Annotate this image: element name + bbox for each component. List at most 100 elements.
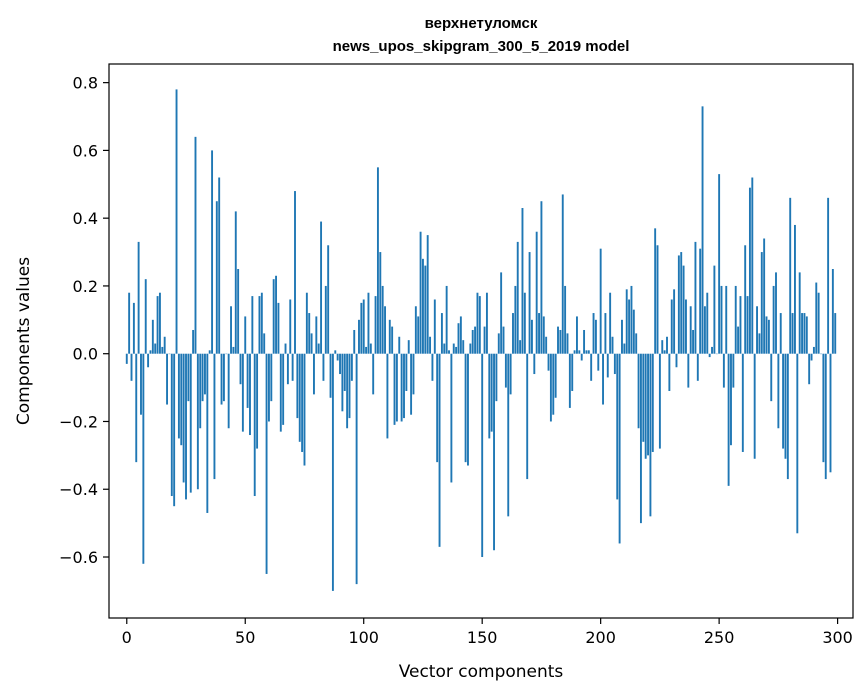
plot-frame [108,63,854,619]
bar-95 [350,353,353,381]
bar-161 [507,353,510,517]
bar-63 [275,275,277,354]
bar-209 [621,319,623,354]
y-tick-label: −0.6 [59,548,98,567]
bar-240 [694,241,697,354]
bar-251 [720,285,723,354]
bar-190 [576,316,578,354]
bar-281 [791,313,794,354]
bar-128 [429,336,432,354]
bar-153 [488,353,491,439]
bar-195 [587,350,590,354]
bar-264 [751,177,754,354]
bar-211 [625,289,628,354]
bar-26 [187,353,190,402]
bar-246 [708,353,711,358]
bar-141 [459,316,462,354]
x-tick-label: 250 [704,628,735,647]
bar-274 [775,272,777,354]
bar-34 [206,353,209,513]
chart-title: верхнетуломск [425,15,538,32]
bar-178 [547,353,550,371]
bar-176 [542,316,545,354]
bar-255 [730,353,732,446]
bar-52 [249,353,251,436]
bar-59 [265,353,268,574]
bar-266 [756,306,758,354]
bar-248 [713,265,716,354]
bar-297 [829,353,832,473]
bar-279 [786,353,789,480]
bar-146 [471,329,474,354]
bar-44 [230,306,232,354]
bar-23 [180,353,183,446]
y-tick-label: −0.2 [59,412,98,431]
bar-85 [327,245,330,354]
bar-107 [379,252,382,354]
bar-122 [414,306,417,354]
bar-216 [637,353,640,429]
bar-204 [609,292,612,354]
bar-165 [516,241,519,354]
bar-220 [647,353,649,456]
bar-175 [540,201,543,354]
x-tick-label: 50 [235,628,255,647]
bar-144 [467,353,469,466]
bar-294 [822,353,825,463]
bar-47 [237,269,240,354]
bar-250 [718,174,721,354]
bar-200 [599,248,602,354]
bar-157 [497,333,500,354]
bar-292 [817,292,820,354]
bar-29 [194,136,197,354]
bar-86 [329,353,332,398]
bar-214 [632,309,635,354]
bar-84 [324,285,327,354]
bar-156 [495,353,498,402]
bar-179 [549,353,552,422]
bar-283 [796,353,799,534]
bar-35 [208,350,211,354]
bar-277 [782,353,785,449]
bar-257 [734,285,737,354]
bar-247 [711,346,713,354]
bar-226 [661,340,664,354]
bar-191 [578,350,581,354]
y-tick-label: 0.2 [73,277,98,296]
bar-147 [474,326,477,354]
bar-134 [443,343,446,354]
bar-230 [670,299,673,354]
bar-151 [483,326,486,354]
chart-subtitle: news_upos_skipgram_300_5_2019 model [333,38,630,55]
bar-51 [246,353,249,408]
bar-158 [500,272,503,354]
bar-28 [192,329,195,354]
bar-92 [343,353,346,391]
bar-129 [431,353,434,381]
bar-231 [673,289,676,354]
bar-271 [767,319,770,354]
bar-192 [580,353,583,361]
bar-263 [748,187,751,354]
bar-235 [682,265,685,354]
bar-45 [232,346,235,354]
bar-97 [355,353,358,585]
bar-39 [218,177,221,354]
bar-174 [538,313,540,354]
bar-61 [270,353,273,402]
bar-258 [737,326,740,354]
bar-46 [234,211,237,354]
bar-285 [801,313,804,354]
x-tick-label: 150 [467,628,498,647]
bar-196 [590,353,593,381]
bar-66 [282,353,285,425]
bar-160 [504,353,507,388]
bar-64 [277,302,280,354]
bar-6 [140,353,142,415]
bar-75 [303,353,306,466]
bar-197 [592,313,595,354]
bar-171 [530,319,533,354]
bar-149 [478,296,481,354]
bar-76 [305,292,308,354]
x-axis-ticks: 0 50 100 150 200 250 300 [122,618,853,647]
